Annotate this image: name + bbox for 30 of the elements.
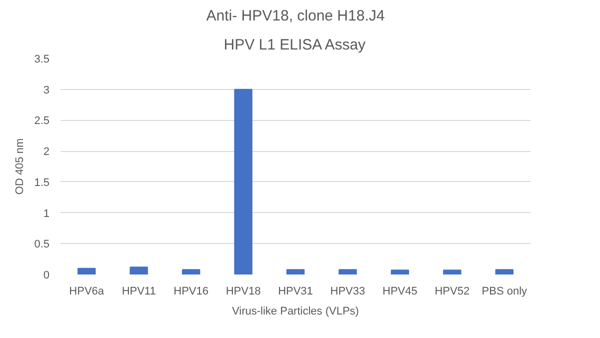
bar <box>234 88 252 274</box>
y-tick-label: 3 <box>43 84 50 96</box>
y-tick-label: 0.5 <box>34 238 50 251</box>
y-tick-label: 1.5 <box>34 176 50 189</box>
bar <box>390 270 410 274</box>
x-tick-label: HPV52 <box>434 286 470 298</box>
bar <box>495 269 514 274</box>
y-tick-label: 2.5 <box>34 115 50 128</box>
x-tick-label: HPV33 <box>330 286 366 298</box>
y-tick-label: 1 <box>43 208 50 220</box>
x-tick-label: HPV6a <box>69 286 105 298</box>
bar <box>338 269 357 274</box>
bar <box>286 269 305 274</box>
x-tick-label: HPV18 <box>226 286 261 298</box>
x-tick-label: HPV11 <box>122 286 156 298</box>
y-axis-title: OD 405 nm <box>14 138 26 195</box>
bar <box>77 268 96 274</box>
x-tick-label: HPV45 <box>382 286 418 298</box>
chart-subtitle: HPV L1 ELISA Assay <box>224 36 366 54</box>
x-tick-label: PBS only <box>482 286 528 298</box>
bar <box>443 270 462 274</box>
x-tick-label: HPV31 <box>278 286 313 298</box>
x-axis-title: Virus-like Particles (VLPs) <box>232 306 359 318</box>
y-tick-label: 3.5 <box>34 54 50 66</box>
y-tick-label: 0 <box>43 270 50 282</box>
chart-title: Anti- HPV18, clone H18.J4 <box>206 8 385 24</box>
y-tick-label: 2 <box>43 146 50 158</box>
bar <box>182 269 200 274</box>
x-tick-label: HPV16 <box>174 286 208 298</box>
bar <box>130 266 148 274</box>
